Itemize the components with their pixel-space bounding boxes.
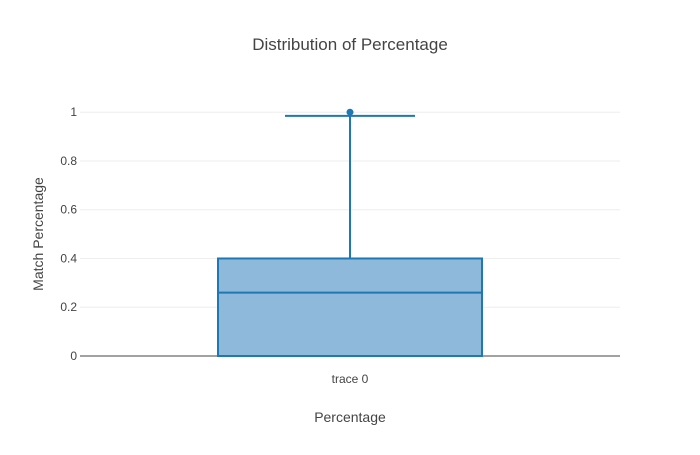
x-axis-title: Percentage [314, 409, 386, 425]
box-trace[interactable] [217, 108, 483, 358]
chart-title: Distribution of Percentage [252, 35, 448, 54]
y-axis-title: Match Percentage [30, 177, 46, 291]
y-tick-label: 1 [70, 105, 77, 119]
y-tick-label: 0.4 [60, 251, 77, 265]
y-tick-label: 0.8 [60, 154, 77, 168]
y-tick-label: 0.2 [60, 300, 77, 314]
y-tick-label: 0 [70, 349, 77, 363]
x-tick-label: trace 0 [332, 372, 369, 386]
outlier-point[interactable] [346, 108, 354, 116]
y-tick-label: 0.6 [60, 203, 77, 217]
box-body[interactable] [217, 257, 483, 358]
